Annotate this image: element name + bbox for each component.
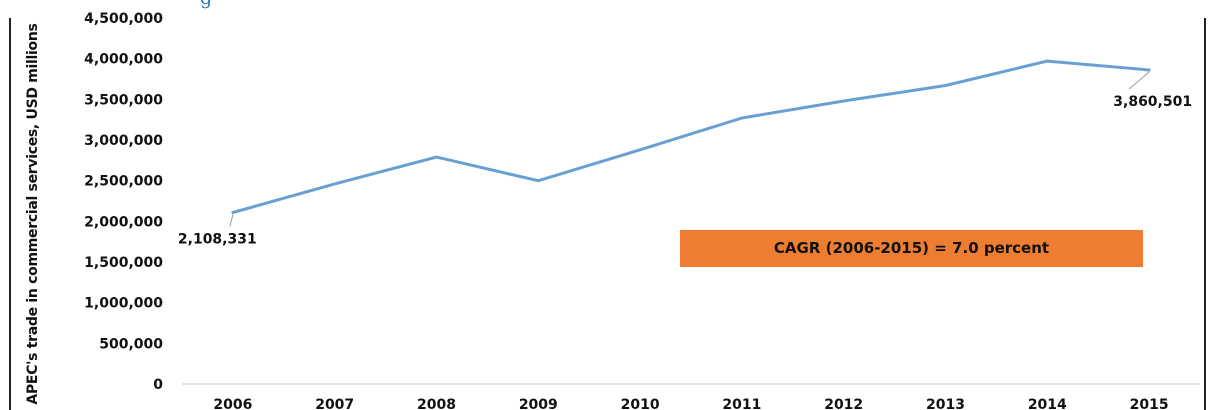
data-label: 2,108,331 bbox=[178, 232, 257, 248]
y-tick-label: 2,500,000 bbox=[84, 174, 163, 190]
x-tick-labels: 2006 2007 2008 2009 2010 2011 2012 2013 2014 2015 bbox=[213, 397, 1168, 410]
x-tick-label: 2013 bbox=[926, 397, 965, 410]
data-label-leader bbox=[229, 214, 234, 227]
y-tick-label: 4,000,000 bbox=[84, 52, 163, 68]
y-tick-label: 4,500,000 bbox=[84, 11, 163, 27]
x-tick-label: 2014 bbox=[1028, 397, 1067, 410]
cagr-annotation-box: CAGR (2006-2015) = 7.0 percent bbox=[680, 230, 1143, 267]
chart-title-partial: g bbox=[200, 0, 212, 9]
y-tick-label: 2,000,000 bbox=[84, 214, 163, 230]
x-tick-label: 2006 bbox=[213, 397, 252, 410]
data-point bbox=[1045, 59, 1049, 63]
series-lines bbox=[231, 59, 1151, 214]
y-tick-label: 0 bbox=[153, 377, 163, 393]
data-point bbox=[842, 99, 846, 103]
y-tick-label: 1,500,000 bbox=[84, 255, 163, 271]
y-tick-labels: 0 500,000 1,000,000 1,500,000 2,000,000 2,500… bbox=[84, 11, 163, 393]
series-line bbox=[231, 59, 1151, 214]
y-tick-label: 1,000,000 bbox=[84, 296, 163, 312]
data-point bbox=[333, 182, 337, 186]
data-label: 3,860,501 bbox=[1113, 94, 1192, 110]
data-point bbox=[1147, 68, 1151, 72]
data-point bbox=[536, 179, 540, 183]
y-tick-label: 3,000,000 bbox=[84, 133, 163, 149]
x-tick-label: 2012 bbox=[824, 397, 863, 410]
x-tick-label: 2008 bbox=[417, 397, 456, 410]
data-point bbox=[944, 84, 947, 87]
y-tick-label: 3,500,000 bbox=[84, 92, 163, 108]
y-tick-label: 500,000 bbox=[99, 336, 163, 352]
x-tick-label: 2010 bbox=[621, 397, 660, 410]
data-label-leader bbox=[1128, 71, 1150, 90]
frame-left-border bbox=[9, 18, 11, 410]
x-tick-label: 2007 bbox=[315, 397, 354, 410]
data-point bbox=[740, 116, 744, 120]
x-tick-label: 2015 bbox=[1130, 397, 1169, 410]
data-point bbox=[435, 155, 438, 159]
x-tick-label: 2009 bbox=[519, 397, 558, 410]
data-labels: 2,108,331 3,860,501 bbox=[178, 71, 1192, 248]
x-tick-label: 2011 bbox=[722, 397, 761, 410]
data-point bbox=[638, 148, 642, 152]
frame-right-border bbox=[1204, 18, 1206, 410]
data-point bbox=[231, 211, 235, 214]
